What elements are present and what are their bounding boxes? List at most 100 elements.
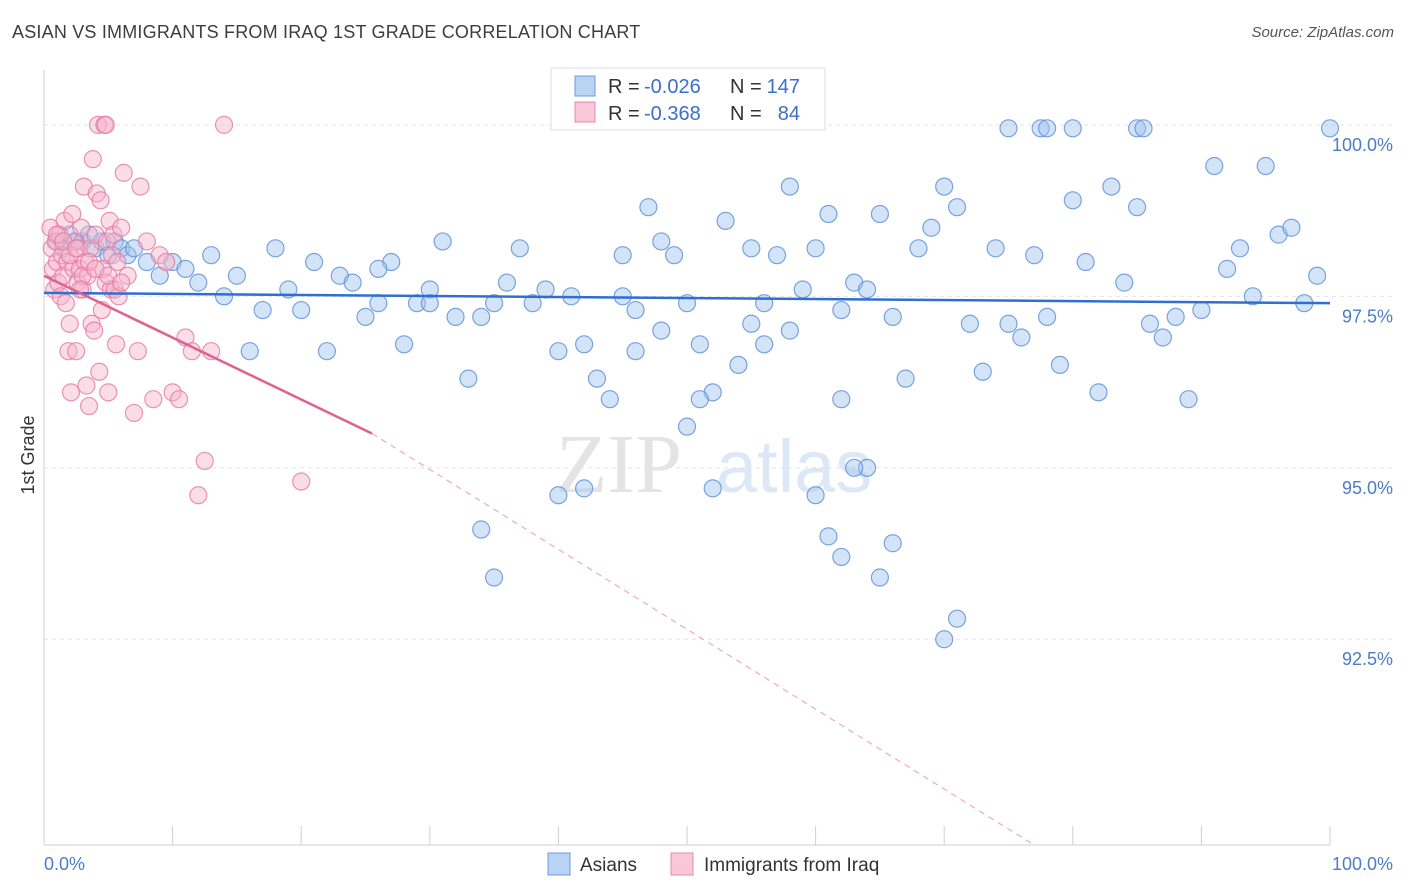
asians-point	[652, 232, 671, 251]
asians-point	[266, 239, 285, 258]
iraq-point	[67, 342, 86, 361]
asians-point	[806, 486, 825, 505]
asians-point	[549, 342, 568, 361]
iraq-point	[88, 115, 108, 134]
asians-point	[652, 321, 671, 340]
asians-point	[510, 239, 529, 258]
asians-point	[1320, 119, 1340, 138]
asians-point	[1031, 119, 1050, 138]
asians-point	[1153, 328, 1172, 347]
chart-source: Source: ZipAtlas.com	[1251, 24, 1394, 41]
iraq-point	[63, 204, 82, 224]
asians-point	[369, 259, 388, 278]
legend-n-label-asians: N =	[730, 76, 762, 98]
asians-point	[1308, 266, 1327, 285]
iraq-point	[108, 252, 127, 272]
iraq-point	[150, 246, 169, 265]
y-tick-label: 92.5%	[1342, 649, 1393, 669]
asians-point	[202, 246, 221, 265]
iraq-point	[85, 321, 104, 340]
asians-point	[1205, 156, 1224, 176]
bottom-legend-label-iraq: Immigrants from Iraq	[704, 855, 879, 876]
iraq-point	[81, 239, 100, 258]
asians-point	[1102, 177, 1121, 196]
asians-point	[214, 287, 234, 306]
watermark-zip: ZIP	[556, 418, 682, 511]
asians-point	[742, 314, 761, 333]
asians-point	[755, 294, 774, 313]
asians-point	[472, 520, 491, 539]
asians-point	[292, 300, 311, 320]
asians-point	[832, 300, 851, 320]
legend-n-value-asians: 147	[767, 76, 800, 98]
asians-point	[118, 246, 137, 265]
asians-point	[1134, 119, 1153, 138]
asians-point	[999, 314, 1018, 333]
asians-point	[420, 280, 439, 299]
asians-point	[549, 486, 568, 505]
legend-r-label-asians: R =	[608, 76, 640, 98]
asians-point	[369, 294, 388, 313]
asians-point	[857, 458, 877, 477]
chart-title: ASIAN VS IMMIGRANTS FROM IRAQ 1ST GRADE …	[12, 22, 641, 42]
asians-point	[1140, 314, 1160, 333]
asians-point	[433, 232, 452, 251]
legend-frame	[550, 67, 826, 131]
iraq-point	[100, 211, 119, 230]
y-tick-label: 95.0%	[1342, 478, 1393, 498]
iraq-point	[131, 177, 150, 196]
iraq-point	[83, 150, 102, 169]
iraq-point	[144, 390, 163, 409]
asians-point	[883, 307, 902, 327]
asians-point	[1243, 287, 1262, 306]
x-tick-label-max: 100.0%	[1332, 854, 1393, 874]
iraq-point	[118, 266, 137, 285]
iraq-point	[106, 335, 126, 354]
asians-point	[986, 239, 1005, 258]
asians-point	[613, 246, 632, 265]
iraq-point	[109, 287, 128, 306]
iraq-point	[112, 218, 131, 237]
asians-point	[935, 630, 954, 649]
asians-point	[716, 211, 735, 230]
asians-point	[1166, 307, 1185, 327]
asians-point	[1115, 273, 1134, 292]
asians-point	[304, 252, 324, 272]
iraq-point	[86, 225, 105, 244]
series-asians	[47, 119, 1340, 649]
asians-point	[575, 335, 594, 354]
bottom-legend-swatch-asians	[547, 852, 571, 876]
iraq-point	[163, 383, 182, 402]
asians-point	[536, 280, 555, 299]
asians-point	[1089, 383, 1108, 402]
iraq-point	[76, 252, 95, 272]
asians-point	[394, 335, 414, 354]
asians-point	[472, 307, 491, 327]
iraq-point	[97, 232, 117, 251]
legend-r-value-iraq: -0.368	[644, 103, 701, 125]
asians-point	[845, 458, 864, 477]
asians-point	[755, 335, 774, 354]
iraq-point	[90, 362, 109, 381]
iraq-point	[77, 376, 96, 395]
legend-n-label-iraq: N =	[730, 103, 762, 125]
asians-point	[767, 246, 787, 265]
asians-point	[857, 280, 877, 299]
asians-point	[1127, 198, 1147, 217]
asians-point	[1179, 390, 1198, 409]
asians-point	[240, 342, 259, 361]
iraq-point	[128, 342, 147, 361]
asians-point	[793, 280, 812, 299]
asians-point	[806, 239, 825, 258]
asians-point	[947, 198, 967, 217]
asians-point	[922, 218, 941, 237]
asians-point	[729, 355, 748, 375]
iraq-point	[91, 191, 110, 210]
asians-point	[420, 294, 439, 313]
asians-point	[960, 314, 980, 333]
x-tick-label-min: 0.0%	[44, 854, 85, 874]
bottom-legend-label-asians: Asians	[580, 855, 637, 876]
iraq-point	[214, 115, 234, 134]
asians-point	[690, 335, 709, 354]
